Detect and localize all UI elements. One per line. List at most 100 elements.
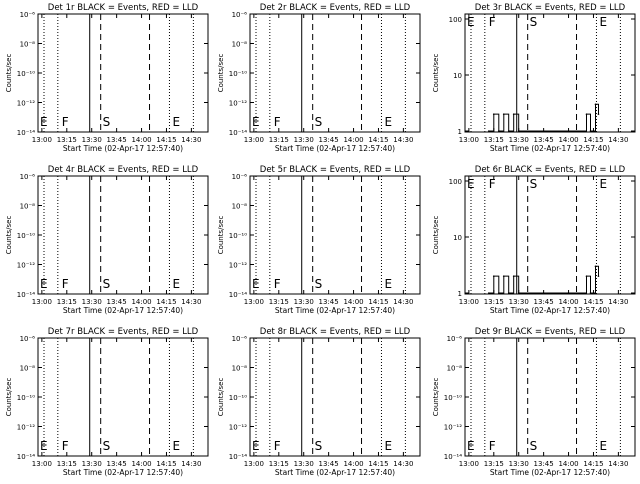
y-tick-label: 10⁻¹²: [17, 100, 35, 108]
marker-f: F: [489, 439, 496, 453]
x-tick-label: 13:15: [57, 460, 77, 468]
x-axis-label: Start Time (02-Apr-17 12:57:40): [275, 144, 395, 153]
marker-f: F: [274, 115, 281, 129]
x-tick-label: 13:45: [534, 298, 554, 306]
x-tick-label: 13:30: [82, 298, 102, 306]
x-tick-label: 13:30: [509, 136, 529, 144]
x-axis-label: Start Time (02-Apr-17 12:57:40): [490, 306, 610, 315]
chart-title: Det 5r BLACK = Events, RED = LLD: [260, 165, 411, 175]
data-point: [492, 113, 495, 115]
x-tick-label: 14:15: [583, 298, 603, 306]
y-tick-label: 10⁻⁶: [232, 173, 248, 181]
y-tick-label: 10⁻¹⁴: [17, 129, 35, 137]
data-point: [488, 292, 490, 294]
x-tick-label: 13:30: [294, 460, 314, 468]
marker-e: E: [599, 177, 607, 191]
x-tick-label: 13:15: [484, 298, 504, 306]
marker-e: E: [599, 439, 607, 453]
data-point: [492, 275, 495, 277]
chart-panel-9: Det 9r BLACK = Events, RED = LLD Counts/s…: [432, 327, 636, 477]
x-tick-label: 14:00: [558, 298, 578, 306]
series-line-events: [488, 103, 599, 132]
marker-e: E: [252, 115, 260, 129]
x-tick-label: 14:15: [583, 136, 603, 144]
x-tick-label: 13:15: [269, 460, 289, 468]
x-tick-label: 14:30: [393, 136, 413, 144]
marker-e: E: [467, 439, 475, 453]
y-tick-label: 10⁻¹²: [17, 424, 35, 432]
marker-f: F: [62, 277, 69, 291]
x-tick-label: 14:30: [608, 460, 628, 468]
x-tick-label: 14:15: [156, 298, 176, 306]
x-tick-label: 14:00: [343, 298, 363, 306]
marker-e: E: [384, 439, 392, 453]
data-point: [597, 275, 600, 277]
y-tick-label: 10⁻¹⁴: [17, 453, 35, 461]
x-tick-label: 14:15: [368, 460, 388, 468]
x-tick-label: 14:00: [131, 298, 151, 306]
y-tick-label: 100: [449, 178, 462, 186]
chart-panel-3: Det 3r BLACK = Events, RED = LLD Counts/s…: [432, 3, 636, 153]
marker-s: S: [530, 439, 538, 453]
x-axis-label: Start Time (02-Apr-17 12:57:40): [490, 468, 610, 477]
data-point: [502, 113, 505, 115]
x-tick-label: 13:15: [484, 460, 504, 468]
chart-title: Det 6r BLACK = Events, RED = LLD: [475, 165, 626, 175]
y-axis-label: Counts/sec: [432, 54, 440, 93]
x-tick-label: 14:30: [393, 460, 413, 468]
data-point: [594, 265, 597, 268]
data-point: [507, 130, 510, 132]
chart-panel-8: Det 8r BLACK = Events, RED = LLD Counts/s…: [217, 327, 421, 477]
chart-panel-2: Det 2r BLACK = Events, RED = LLD Counts/s…: [217, 3, 421, 153]
marker-f: F: [274, 277, 281, 291]
x-tick-label: 14:15: [368, 136, 388, 144]
marker-s: S: [103, 439, 111, 453]
marker-e: E: [252, 277, 260, 291]
y-tick-label: 100: [449, 16, 462, 24]
data-point: [507, 292, 510, 294]
x-tick-label: 14:00: [131, 136, 151, 144]
x-tick-label: 14:30: [393, 298, 413, 306]
y-tick-label: 10⁻¹²: [229, 262, 247, 270]
marker-s: S: [103, 277, 111, 291]
x-tick-label: 14:30: [181, 136, 201, 144]
y-tick-label: 10⁻⁶: [20, 173, 36, 181]
data-point: [597, 113, 600, 115]
x-tick-label: 13:45: [319, 136, 339, 144]
x-tick-label: 14:15: [156, 136, 176, 144]
x-tick-label: 14:00: [558, 136, 578, 144]
x-tick-label: 13:45: [534, 460, 554, 468]
x-tick-label: 14:30: [608, 298, 628, 306]
y-axis-label: Counts/sec: [5, 54, 13, 93]
x-tick-label: 13:00: [32, 460, 52, 468]
x-tick-label: 14:30: [181, 298, 201, 306]
marker-f: F: [274, 439, 281, 453]
plot-frame: [464, 13, 636, 133]
x-axis-label: Start Time (02-Apr-17 12:57:40): [63, 144, 183, 153]
marker-e: E: [172, 277, 180, 291]
y-tick-label: 10⁻⁸: [20, 203, 36, 211]
marker-e: E: [172, 115, 180, 129]
y-axis-label: Counts/sec: [217, 54, 225, 93]
y-axis-label: Counts/sec: [5, 216, 13, 255]
x-tick-label: 14:15: [583, 460, 603, 468]
chart-panel-1: Det 1r BLACK = Events, RED = LLD Counts/s…: [5, 3, 209, 153]
y-tick-label: 10⁻¹⁴: [229, 129, 247, 137]
data-point: [585, 275, 588, 277]
y-axis-label: Counts/sec: [217, 216, 225, 255]
x-axis-label: Start Time (02-Apr-17 12:57:40): [490, 144, 610, 153]
y-tick-label: 10⁻¹⁰: [229, 232, 247, 240]
marker-e: E: [467, 15, 475, 29]
marker-s: S: [530, 177, 538, 191]
marker-e: E: [467, 177, 475, 191]
marker-s: S: [315, 115, 323, 129]
data-point: [497, 292, 500, 294]
chart-title: Det 7r BLACK = Events, RED = LLD: [48, 327, 199, 337]
y-tick-label: 10⁻⁶: [232, 11, 248, 19]
y-tick-label: 10⁻¹⁰: [17, 394, 35, 402]
x-tick-label: 13:45: [319, 460, 339, 468]
x-tick-label: 14:15: [368, 298, 388, 306]
marker-e: E: [40, 277, 48, 291]
x-tick-label: 13:15: [269, 298, 289, 306]
y-axis-label: Counts/sec: [5, 378, 13, 417]
